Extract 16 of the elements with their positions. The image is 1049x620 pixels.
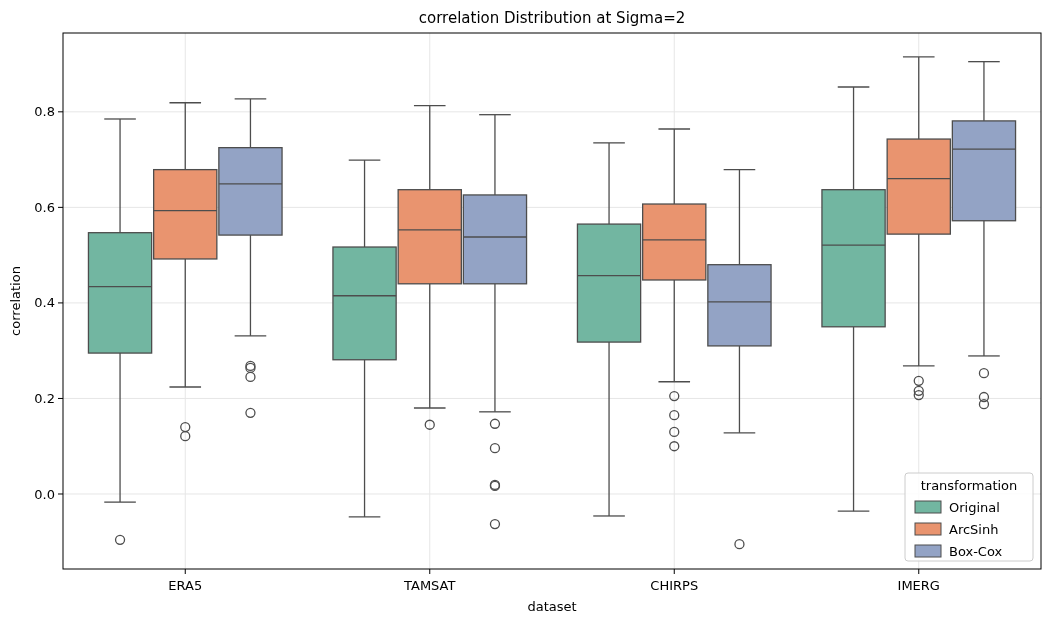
y-tick-label: 0.2 [34,391,55,406]
x-tick-label: IMERG [897,578,940,593]
y-tick-label: 0.6 [34,199,55,215]
chart-title: correlation Distribution at Sigma=2 [418,9,686,27]
x-tick-label: TAMSAT [403,578,456,593]
legend-label: ArcSinh [949,521,999,537]
legend-label: Original [949,499,1000,515]
x-tick-label: CHIRPS [650,578,699,593]
x-tick-label: ERA5 [168,578,203,593]
legend-label: Box-Cox [949,543,1003,559]
legend-title: transformation [920,478,1018,493]
y-tick-label: 0.4 [34,295,55,311]
y-tick-label: 0.8 [34,104,55,120]
y-tick-label: 0.0 [34,486,55,502]
y-axis-title: correlation [8,266,23,336]
x-axis-title: dataset [527,599,577,614]
